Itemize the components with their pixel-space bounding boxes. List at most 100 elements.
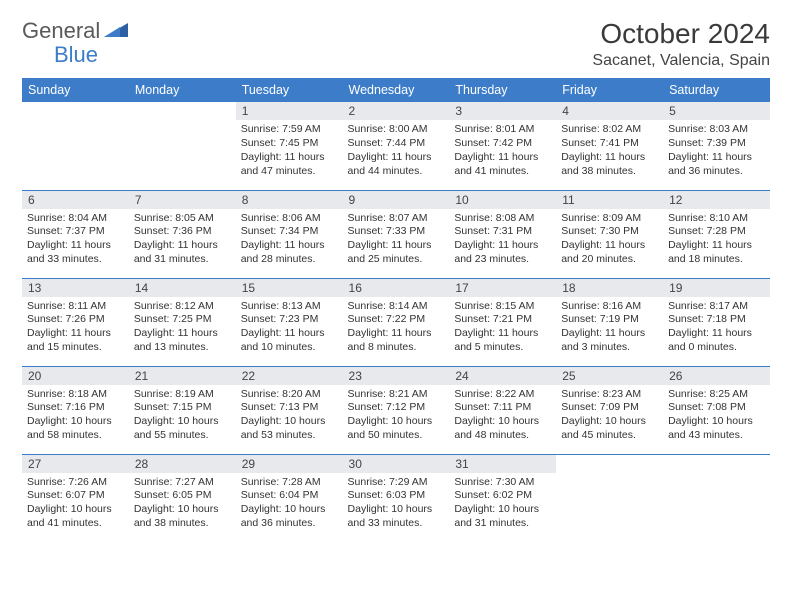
logo: General bbox=[22, 18, 130, 44]
daylight-line: Daylight: 11 hours and 0 minutes. bbox=[668, 327, 765, 355]
calendar-cell: 2Sunrise: 8:00 AMSunset: 7:44 PMDaylight… bbox=[343, 102, 450, 190]
day-number: 10 bbox=[449, 191, 556, 209]
day-number: 27 bbox=[22, 455, 129, 473]
weekday-header-row: SundayMondayTuesdayWednesdayThursdayFrid… bbox=[22, 78, 770, 102]
daylight-line: Daylight: 11 hours and 8 minutes. bbox=[348, 327, 445, 355]
day-number: 7 bbox=[129, 191, 236, 209]
day-number: 3 bbox=[449, 102, 556, 120]
sunset-line: Sunset: 7:28 PM bbox=[668, 225, 765, 239]
sunset-line: Sunset: 7:19 PM bbox=[561, 313, 658, 327]
sunrise-line: Sunrise: 8:00 AM bbox=[348, 123, 445, 137]
sunset-line: Sunset: 7:30 PM bbox=[561, 225, 658, 239]
sunrise-line: Sunrise: 8:23 AM bbox=[561, 388, 658, 402]
daylight-line: Daylight: 11 hours and 31 minutes. bbox=[134, 239, 231, 267]
day-details: Sunrise: 7:30 AMSunset: 6:02 PMDaylight:… bbox=[449, 473, 556, 534]
calendar-week-row: 6Sunrise: 8:04 AMSunset: 7:37 PMDaylight… bbox=[22, 190, 770, 278]
calendar-cell: 21Sunrise: 8:19 AMSunset: 7:15 PMDayligh… bbox=[129, 366, 236, 454]
sunrise-line: Sunrise: 8:17 AM bbox=[668, 300, 765, 314]
sunrise-line: Sunrise: 8:18 AM bbox=[27, 388, 124, 402]
sunrise-line: Sunrise: 8:22 AM bbox=[454, 388, 551, 402]
day-details: Sunrise: 7:27 AMSunset: 6:05 PMDaylight:… bbox=[129, 473, 236, 534]
calendar-cell bbox=[22, 102, 129, 190]
sunset-line: Sunset: 7:22 PM bbox=[348, 313, 445, 327]
calendar-week-row: 1Sunrise: 7:59 AMSunset: 7:45 PMDaylight… bbox=[22, 102, 770, 190]
daylight-line: Daylight: 10 hours and 48 minutes. bbox=[454, 415, 551, 443]
sunset-line: Sunset: 7:23 PM bbox=[241, 313, 338, 327]
sunrise-line: Sunrise: 8:06 AM bbox=[241, 212, 338, 226]
sunset-line: Sunset: 6:04 PM bbox=[241, 489, 338, 503]
day-number: 4 bbox=[556, 102, 663, 120]
day-number: 31 bbox=[449, 455, 556, 473]
sunrise-line: Sunrise: 7:59 AM bbox=[241, 123, 338, 137]
calendar-cell: 15Sunrise: 8:13 AMSunset: 7:23 PMDayligh… bbox=[236, 278, 343, 366]
daylight-line: Daylight: 10 hours and 36 minutes. bbox=[241, 503, 338, 531]
sunset-line: Sunset: 7:26 PM bbox=[27, 313, 124, 327]
weekday-sunday: Sunday bbox=[22, 78, 129, 102]
day-details: Sunrise: 8:18 AMSunset: 7:16 PMDaylight:… bbox=[22, 385, 129, 446]
day-details: Sunrise: 8:14 AMSunset: 7:22 PMDaylight:… bbox=[343, 297, 450, 358]
sunset-line: Sunset: 7:41 PM bbox=[561, 137, 658, 151]
day-details: Sunrise: 8:16 AMSunset: 7:19 PMDaylight:… bbox=[556, 297, 663, 358]
day-number: 18 bbox=[556, 279, 663, 297]
day-details: Sunrise: 8:19 AMSunset: 7:15 PMDaylight:… bbox=[129, 385, 236, 446]
sunrise-line: Sunrise: 8:07 AM bbox=[348, 212, 445, 226]
sunset-line: Sunset: 7:18 PM bbox=[668, 313, 765, 327]
day-details: Sunrise: 8:05 AMSunset: 7:36 PMDaylight:… bbox=[129, 209, 236, 270]
daylight-line: Daylight: 11 hours and 47 minutes. bbox=[241, 151, 338, 179]
day-details: Sunrise: 7:26 AMSunset: 6:07 PMDaylight:… bbox=[22, 473, 129, 534]
daylight-line: Daylight: 10 hours and 41 minutes. bbox=[27, 503, 124, 531]
day-number: 24 bbox=[449, 367, 556, 385]
calendar-cell: 7Sunrise: 8:05 AMSunset: 7:36 PMDaylight… bbox=[129, 190, 236, 278]
calendar-cell: 10Sunrise: 8:08 AMSunset: 7:31 PMDayligh… bbox=[449, 190, 556, 278]
daylight-line: Daylight: 11 hours and 20 minutes. bbox=[561, 239, 658, 267]
sunrise-line: Sunrise: 8:03 AM bbox=[668, 123, 765, 137]
day-number: 13 bbox=[22, 279, 129, 297]
sunrise-line: Sunrise: 7:29 AM bbox=[348, 476, 445, 490]
daylight-line: Daylight: 11 hours and 41 minutes. bbox=[454, 151, 551, 179]
day-details: Sunrise: 8:08 AMSunset: 7:31 PMDaylight:… bbox=[449, 209, 556, 270]
sunset-line: Sunset: 7:44 PM bbox=[348, 137, 445, 151]
calendar-cell: 3Sunrise: 8:01 AMSunset: 7:42 PMDaylight… bbox=[449, 102, 556, 190]
calendar-cell: 6Sunrise: 8:04 AMSunset: 7:37 PMDaylight… bbox=[22, 190, 129, 278]
daylight-line: Daylight: 11 hours and 38 minutes. bbox=[561, 151, 658, 179]
calendar-week-row: 20Sunrise: 8:18 AMSunset: 7:16 PMDayligh… bbox=[22, 366, 770, 454]
day-details: Sunrise: 7:28 AMSunset: 6:04 PMDaylight:… bbox=[236, 473, 343, 534]
daylight-line: Daylight: 11 hours and 33 minutes. bbox=[27, 239, 124, 267]
daylight-line: Daylight: 11 hours and 5 minutes. bbox=[454, 327, 551, 355]
sunrise-line: Sunrise: 8:02 AM bbox=[561, 123, 658, 137]
day-details: Sunrise: 8:06 AMSunset: 7:34 PMDaylight:… bbox=[236, 209, 343, 270]
calendar-cell: 14Sunrise: 8:12 AMSunset: 7:25 PMDayligh… bbox=[129, 278, 236, 366]
daylight-line: Daylight: 11 hours and 18 minutes. bbox=[668, 239, 765, 267]
calendar-cell: 13Sunrise: 8:11 AMSunset: 7:26 PMDayligh… bbox=[22, 278, 129, 366]
daylight-line: Daylight: 11 hours and 23 minutes. bbox=[454, 239, 551, 267]
sunset-line: Sunset: 7:16 PM bbox=[27, 401, 124, 415]
daylight-line: Daylight: 10 hours and 45 minutes. bbox=[561, 415, 658, 443]
daylight-line: Daylight: 11 hours and 10 minutes. bbox=[241, 327, 338, 355]
daylight-line: Daylight: 10 hours and 33 minutes. bbox=[348, 503, 445, 531]
daylight-line: Daylight: 10 hours and 50 minutes. bbox=[348, 415, 445, 443]
sunrise-line: Sunrise: 8:15 AM bbox=[454, 300, 551, 314]
sunrise-line: Sunrise: 7:26 AM bbox=[27, 476, 124, 490]
day-number: 26 bbox=[663, 367, 770, 385]
calendar-cell: 16Sunrise: 8:14 AMSunset: 7:22 PMDayligh… bbox=[343, 278, 450, 366]
weekday-tuesday: Tuesday bbox=[236, 78, 343, 102]
sunset-line: Sunset: 7:45 PM bbox=[241, 137, 338, 151]
header: General October 2024 Sacanet, Valencia, … bbox=[22, 18, 770, 70]
sunset-line: Sunset: 7:42 PM bbox=[454, 137, 551, 151]
day-number: 19 bbox=[663, 279, 770, 297]
day-number: 16 bbox=[343, 279, 450, 297]
sunrise-line: Sunrise: 8:10 AM bbox=[668, 212, 765, 226]
day-number: 17 bbox=[449, 279, 556, 297]
title-block: October 2024 Sacanet, Valencia, Spain bbox=[592, 18, 770, 70]
daylight-line: Daylight: 10 hours and 58 minutes. bbox=[27, 415, 124, 443]
daylight-line: Daylight: 10 hours and 31 minutes. bbox=[454, 503, 551, 531]
day-number: 22 bbox=[236, 367, 343, 385]
daylight-line: Daylight: 11 hours and 15 minutes. bbox=[27, 327, 124, 355]
calendar-page: General October 2024 Sacanet, Valencia, … bbox=[0, 0, 792, 552]
daylight-line: Daylight: 11 hours and 13 minutes. bbox=[134, 327, 231, 355]
sunrise-line: Sunrise: 7:28 AM bbox=[241, 476, 338, 490]
day-number: 2 bbox=[343, 102, 450, 120]
logo-triangle-icon bbox=[104, 20, 130, 43]
sunset-line: Sunset: 7:13 PM bbox=[241, 401, 338, 415]
day-details: Sunrise: 7:59 AMSunset: 7:45 PMDaylight:… bbox=[236, 120, 343, 181]
